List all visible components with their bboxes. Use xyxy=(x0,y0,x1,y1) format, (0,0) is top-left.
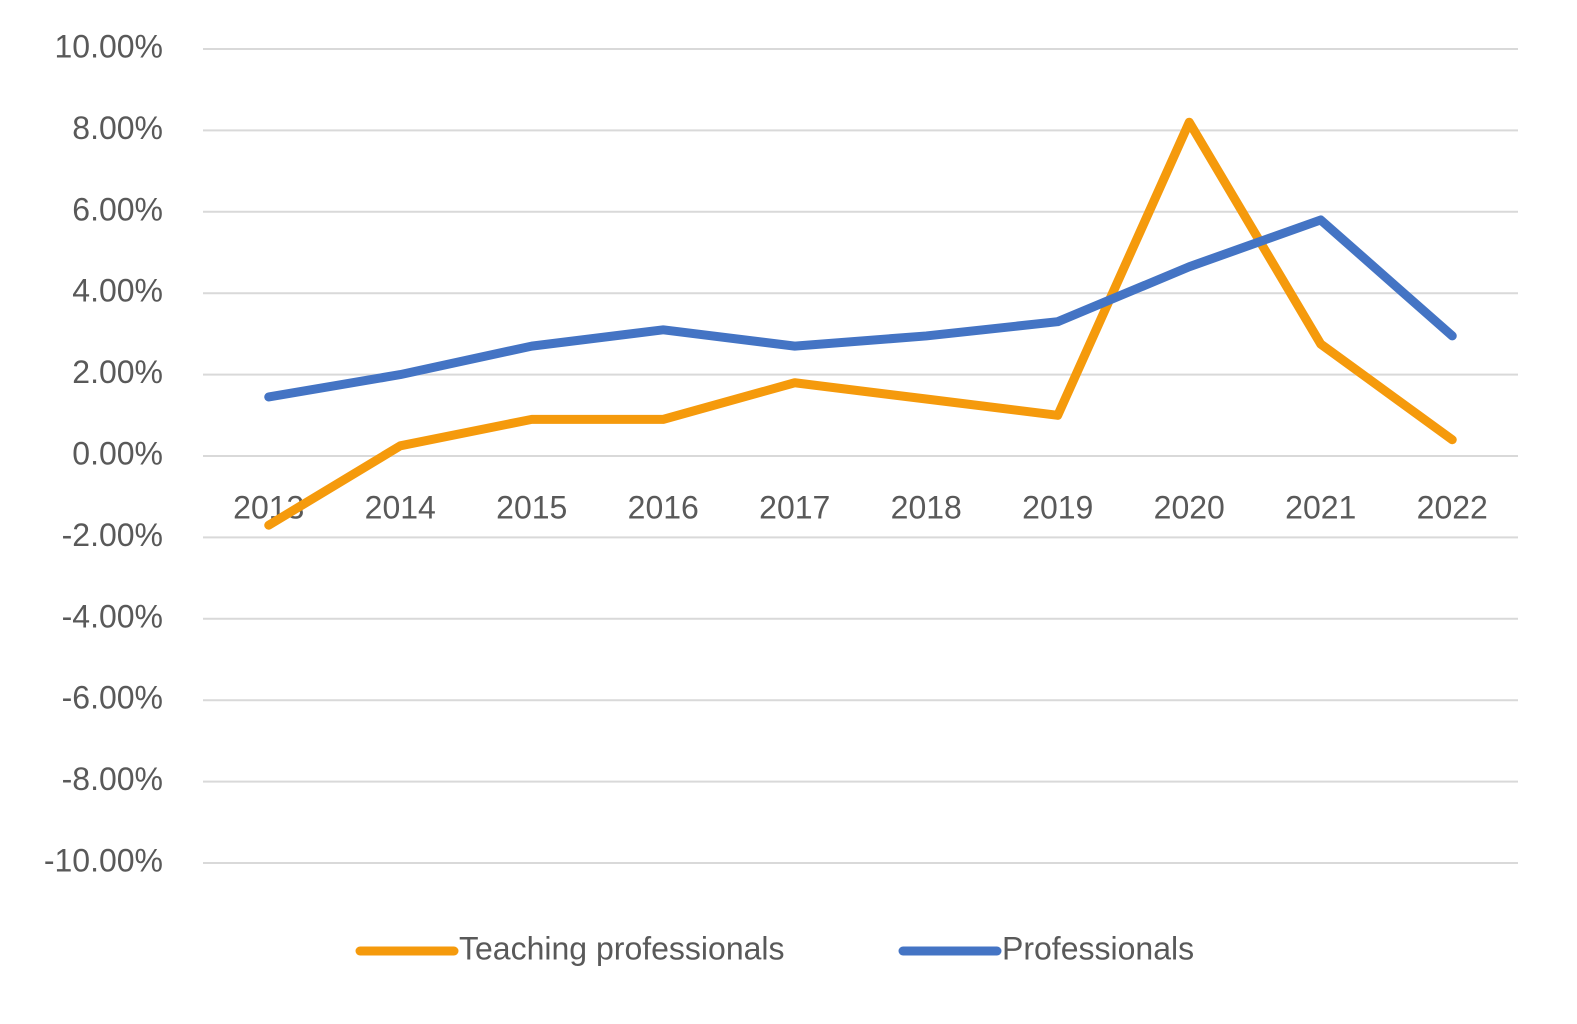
x-tick-label: 2015 xyxy=(496,489,567,525)
y-tick-label: 10.00% xyxy=(54,28,163,64)
x-tick-label: 2019 xyxy=(1022,489,1093,525)
x-tick-label: 2016 xyxy=(628,489,699,525)
series-line xyxy=(264,117,1457,530)
y-tick-label: -4.00% xyxy=(62,598,163,634)
x-tick-label: 2014 xyxy=(365,489,436,525)
x-tick-label: 2018 xyxy=(891,489,962,525)
y-tick-label: 0.00% xyxy=(72,435,163,471)
y-tick-label: -6.00% xyxy=(62,680,163,716)
y-tick-label: 2.00% xyxy=(72,354,163,390)
legend-label: Teaching professionals xyxy=(459,930,785,966)
legend-label: Professionals xyxy=(1002,930,1194,966)
series-line xyxy=(264,215,1457,402)
x-tick-label: 2020 xyxy=(1154,489,1225,525)
y-tick-label: 8.00% xyxy=(72,110,163,146)
y-tick-label: 6.00% xyxy=(72,191,163,227)
x-tick-label: 2021 xyxy=(1285,489,1356,525)
y-tick-label: -8.00% xyxy=(62,761,163,797)
x-tick-label: 2017 xyxy=(759,489,830,525)
x-tick-label: 2022 xyxy=(1417,489,1488,525)
y-tick-label: -10.00% xyxy=(44,842,163,878)
y-tick-label: -2.00% xyxy=(62,517,163,553)
y-tick-label: 4.00% xyxy=(72,273,163,309)
